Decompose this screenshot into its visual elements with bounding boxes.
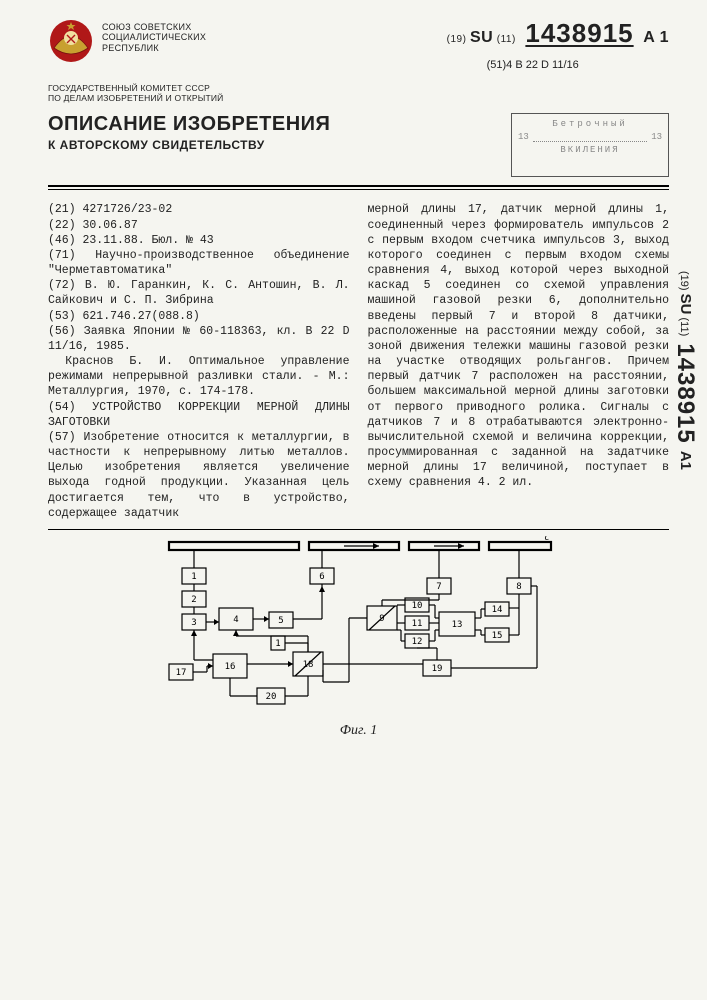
bib-72: (72) В. Ю. Гаранкин, К. С. Антошин, В. Л… <box>48 278 350 308</box>
bib-71: (71) Научно-производственное объединение… <box>48 248 350 278</box>
svg-text:2: 2 <box>191 595 196 605</box>
side-kind: A1 <box>677 451 694 470</box>
id-prefix: (19) <box>447 34 467 45</box>
svg-text:6: 6 <box>319 572 324 582</box>
svg-text:10: 10 <box>411 601 422 611</box>
svg-text:18: 18 <box>302 660 313 670</box>
bib-56: (56) Заявка Японии № 60-118363, кл. B 22… <box>48 324 350 354</box>
side-doc-id: (19) SU (11) 1438915 A1 <box>671 271 699 470</box>
svg-text:1: 1 <box>191 572 196 582</box>
id-number: 1438915 <box>519 18 639 49</box>
id-country: SU <box>470 29 493 46</box>
svg-text:7: 7 <box>436 582 441 592</box>
abstract-continued: мерной длины 17, датчик мерной длины 1, … <box>368 202 670 490</box>
top-row: СОЮЗ СОВЕТСКИХ СОЦИАЛИСТИЧЕСКИХ РЕСПУБЛИ… <box>48 18 669 71</box>
svg-text:1: 1 <box>275 639 280 649</box>
stamp-l2a: 13 <box>518 131 529 144</box>
doc-subtitle: К АВТОРСКОМУ СВИДЕТЕЛЬСТВУ <box>48 138 330 152</box>
committee-label: ГОСУДАРСТВЕННЫЙ КОМИТЕТ СССР ПО ДЕЛАМ ИЗ… <box>48 83 669 103</box>
title-block: ОПИСАНИЕ ИЗОБРЕТЕНИЯ К АВТОРСКОМУ СВИДЕТ… <box>48 113 330 152</box>
rule-thick <box>48 185 669 187</box>
block-diagram: c 1 6 2 3 4 <box>149 536 569 721</box>
column-right: мерной длины 17, датчик мерной длины 1, … <box>368 202 670 521</box>
svg-text:16: 16 <box>224 662 235 672</box>
id-sub: (11) <box>497 34 516 45</box>
side-sub: (11) <box>678 318 690 337</box>
svg-text:13: 13 <box>451 620 462 630</box>
svg-text:17: 17 <box>175 668 186 678</box>
bib-53: (53) 621.746.27(088.8) <box>48 309 350 324</box>
svg-text:5: 5 <box>278 616 283 626</box>
patent-page: СОЮЗ СОВЕТСКИХ СОЦИАЛИСТИЧЕСКИХ РЕСПУБЛИ… <box>0 0 707 1000</box>
svg-text:14: 14 <box>491 605 502 615</box>
svg-text:4: 4 <box>233 615 238 625</box>
id-kind: A 1 <box>643 29 669 46</box>
bib-57: (57) Изобретение относится к металлургии… <box>48 430 350 521</box>
bib-56b: Краснов Б. И. Оптимальное управление реж… <box>48 354 350 400</box>
side-number: 1438915 <box>672 339 699 447</box>
side-prefix: (19) <box>678 271 690 291</box>
library-stamp: Бетрочный 13 13 ВКИЛЕНИЯ <box>511 113 669 177</box>
doc-id-block: (19) SU (11) 1438915 A 1 (51)4 B 22 D 11… <box>447 18 669 71</box>
stamp-l3: ВКИЛЕНИЯ <box>518 144 662 157</box>
figure-label: Фиг. 1 <box>149 723 569 739</box>
svg-text:20: 20 <box>265 692 276 702</box>
svg-text:11: 11 <box>411 619 422 629</box>
rule-bottom <box>48 529 669 530</box>
bib-22: (22) 30.06.87 <box>48 218 350 233</box>
rule-thin <box>48 189 669 190</box>
stamp-rule <box>533 131 647 142</box>
svg-text:8: 8 <box>516 582 521 592</box>
bib-21: (21) 4271726/23-02 <box>48 202 350 217</box>
stamp-l2b: 13 <box>651 131 662 144</box>
state-emblem-icon <box>48 18 94 64</box>
emblem-block: СОЮЗ СОВЕТСКИХ СОЦИАЛИСТИЧЕСКИХ РЕСПУБЛИ… <box>48 18 206 64</box>
top-letter: c <box>544 536 549 543</box>
svg-text:15: 15 <box>491 631 502 641</box>
doc-id-line: (19) SU (11) 1438915 A 1 <box>447 18 669 49</box>
svg-text:12: 12 <box>411 637 422 647</box>
svg-text:3: 3 <box>191 618 196 628</box>
bib-46: (46) 23.11.88. Бюл. № 43 <box>48 233 350 248</box>
side-country: SU <box>677 294 694 315</box>
body-columns: (21) 4271726/23-02 (22) 30.06.87 (46) 23… <box>48 202 669 521</box>
title-row: ОПИСАНИЕ ИЗОБРЕТЕНИЯ К АВТОРСКОМУ СВИДЕТ… <box>48 113 669 177</box>
column-left: (21) 4271726/23-02 (22) 30.06.87 (46) 23… <box>48 202 350 521</box>
bib-54: (54) УСТРОЙСТВО КОРРЕКЦИИ МЕРНОЙ ДЛИНЫ З… <box>48 400 350 430</box>
union-text: СОЮЗ СОВЕТСКИХ СОЦИАЛИСТИЧЕСКИХ РЕСПУБЛИ… <box>102 18 206 53</box>
svg-text:19: 19 <box>431 664 442 674</box>
stamp-l1: Бетрочный <box>518 118 662 131</box>
figure-1: c 1 6 2 3 4 <box>149 536 569 739</box>
ipc-code: (51)4 B 22 D 11/16 <box>447 59 669 71</box>
doc-title: ОПИСАНИЕ ИЗОБРЕТЕНИЯ <box>48 113 330 136</box>
